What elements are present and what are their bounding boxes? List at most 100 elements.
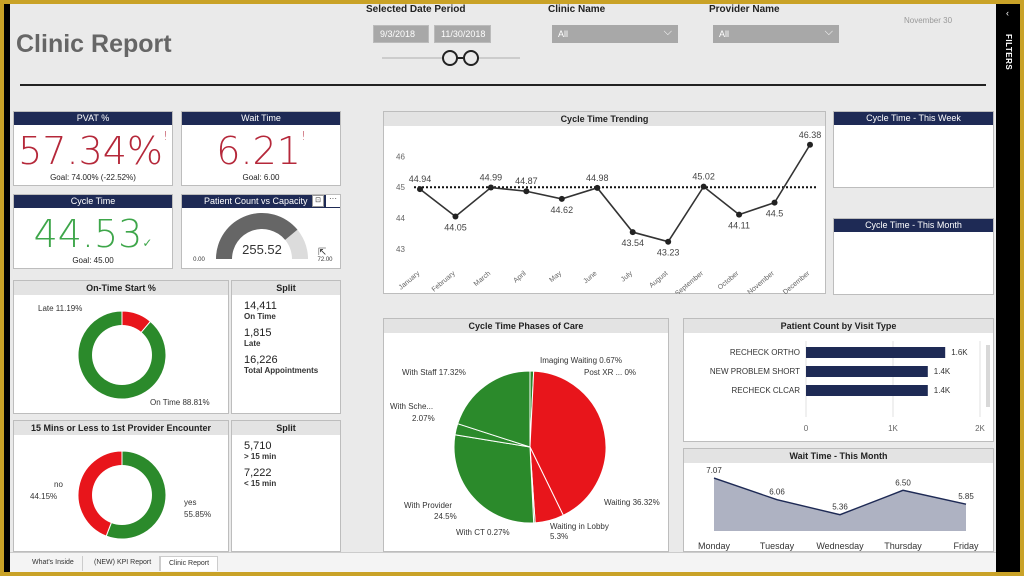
gauge-fill <box>216 213 298 259</box>
pvat-value-text: 57.34% <box>18 129 164 173</box>
bar[interactable] <box>806 385 928 396</box>
area-data-label: 6.50 <box>895 478 911 487</box>
trend-point[interactable] <box>417 186 423 193</box>
more-options-icon[interactable]: ··· <box>326 195 340 207</box>
split2-over-value: 5,710 <box>244 440 272 452</box>
trend-data-label: 44.87 <box>515 176 538 186</box>
trend-point[interactable] <box>665 238 672 245</box>
area-x-tick: Monday <box>698 541 731 551</box>
split-card-1[interactable]: Split 14,411 On Time 1,815 Late 16,226 T… <box>231 280 341 414</box>
bar[interactable] <box>806 347 946 358</box>
pie-label-postxr: Post XR ... 0% <box>584 368 636 377</box>
wait-time-value: 6.21! <box>182 129 340 173</box>
provider-name-value: All <box>719 29 730 39</box>
tab-whats-inside[interactable]: What's Inside <box>24 556 83 571</box>
cycle-trend-chart: 46 45 44 43 44.94 44.05 44.99 44.87 44.62 44.98 4… <box>396 130 821 294</box>
trend-data-label: 44.94 <box>409 174 432 184</box>
filters-pane[interactable] <box>996 0 1024 576</box>
y-tick-label: 46 <box>396 152 405 161</box>
visit-type-title: Patient Count by Visit Type <box>684 319 993 333</box>
cycle-trend-card[interactable]: Cycle Time Trending 46 45 44 43 44.94 44.05 4… <box>383 111 826 294</box>
area-x-tick: Tuesday <box>760 541 795 551</box>
trend-point[interactable] <box>487 184 494 191</box>
bar-category-label: RECHECK CLCAR <box>732 386 801 395</box>
trend-point[interactable] <box>558 195 565 202</box>
split1-ontime-value: 14,411 <box>244 300 277 312</box>
scrollbar[interactable] <box>986 345 990 407</box>
trend-point[interactable] <box>736 211 743 218</box>
wait-month-card[interactable]: Wait Time - This Month 7.07 6.06 5.36 6.50 5… <box>683 448 994 552</box>
trend-point[interactable] <box>771 199 778 206</box>
x-tick-label: May <box>548 270 563 284</box>
clinic-name-dropdown[interactable]: All ⌵ <box>552 25 678 43</box>
fifteen-donut: no 44.15% yes 55.85% <box>30 450 211 540</box>
x-tick-label: January <box>398 270 422 292</box>
pvat-alert-icon: ! <box>163 129 168 143</box>
split1-late-value: 1,815 <box>244 327 272 339</box>
y-tick-label: 45 <box>396 183 405 192</box>
phases-pie: Imaging Waiting 0.67% Post XR ... 0% Wai… <box>390 356 660 541</box>
bar-value-label: 1.4K <box>934 367 951 376</box>
mouse-cursor-icon: ⇱ <box>318 247 327 258</box>
yes-label: yes <box>184 498 196 507</box>
pvat-card[interactable]: PVAT % 57.34%! Goal: 74.00% (-22.52%) <box>13 111 173 186</box>
cycle-time-card[interactable]: Cycle Time 44.53✓ Goal: 45.00 <box>13 194 173 269</box>
pie-label-staff: With Staff 17.32% <box>402 368 466 377</box>
chevron-left-icon[interactable]: ‹ <box>1006 8 1009 18</box>
ontime-donut: Late 11.19% On Time 88.81% <box>38 304 210 407</box>
pie-label-provider-pct: 24.5% <box>434 512 457 521</box>
fifteen-title: 15 Mins or Less to 1st Provider Encounte… <box>14 421 228 435</box>
trend-data-label: 43.54 <box>621 238 644 248</box>
gauge-max: 72.00 <box>317 257 333 263</box>
start-date-input[interactable]: 9/3/2018 <box>373 25 429 43</box>
wait-month-chart: 7.07 6.06 5.36 6.50 5.85 Monday Tuesday Wednes… <box>698 466 979 551</box>
trend-point[interactable] <box>629 229 636 236</box>
wait-area-fill <box>714 478 966 531</box>
ontime-label: On Time 88.81% <box>150 398 210 407</box>
x-tick-label: February <box>431 270 457 294</box>
trend-point[interactable] <box>594 184 601 191</box>
wait-time-card[interactable]: Wait Time 6.21! Goal: 6.00 <box>181 111 341 186</box>
pie-slice[interactable] <box>457 370 531 448</box>
patient-count-card[interactable]: Patient Count vs Capacity ⊡ ··· 255.52 0… <box>181 194 341 269</box>
split-card-2[interactable]: Split 5,710 > 15 min 7,222 < 15 min <box>231 420 341 552</box>
wait-time-title: Wait Time <box>182 112 340 125</box>
provider-name-dropdown[interactable]: All ⌵ <box>713 25 839 43</box>
check-icon: ✓ <box>142 236 153 250</box>
cycle-week-title: Cycle Time - This Week <box>834 112 993 125</box>
filters-label[interactable]: FILTERS <box>1004 34 1013 71</box>
trend-point[interactable] <box>452 213 459 220</box>
trend-point[interactable] <box>700 183 707 190</box>
cycle-week-card[interactable]: Cycle Time - This Week <box>833 111 994 188</box>
late-label: Late 11.19% <box>38 304 82 313</box>
end-date-input[interactable]: 11/30/2018 <box>434 25 491 43</box>
chevron-down-icon: ⌵ <box>824 26 833 38</box>
tab-clinic-report[interactable]: Clinic Report <box>160 556 219 571</box>
tab-kpi-report[interactable]: (NEW) KPI Report <box>86 556 161 571</box>
pie-slice[interactable] <box>529 370 607 516</box>
pvat-goal: Goal: 74.00% (-22.52%) <box>50 173 136 182</box>
split1-total-value: 16,226 <box>244 354 278 366</box>
trend-point[interactable] <box>807 141 813 148</box>
focus-mode-icon[interactable]: ⊡ <box>312 195 324 207</box>
trend-data-label: 43.23 <box>657 248 680 258</box>
cycle-month-card[interactable]: Cycle Time - This Month <box>833 218 994 295</box>
phases-card[interactable]: Cycle Time Phases of Care Imaging Waitin… <box>383 318 669 552</box>
split1-total-label: Total Appointments <box>244 366 319 375</box>
pie-slice[interactable] <box>453 434 535 524</box>
bar-x-tick: 0 <box>804 424 809 433</box>
trend-data-label: 44.11 <box>728 221 750 231</box>
bar-value-label: 1.6K <box>951 348 968 357</box>
date-range-start-handle[interactable] <box>442 50 458 66</box>
bar-category-label: RECHECK ORTHO <box>730 348 800 357</box>
trend-point[interactable] <box>523 188 530 195</box>
date-range-end-handle[interactable] <box>463 50 479 66</box>
wait-time-goal: Goal: 6.00 <box>242 173 280 182</box>
donut-hole <box>92 465 152 525</box>
bar[interactable] <box>806 366 928 377</box>
x-tick-label: August <box>648 270 669 289</box>
area-x-tick: Thursday <box>884 541 922 551</box>
visit-type-card[interactable]: Patient Count by Visit Type RECHECK ORTH… <box>683 318 994 442</box>
ontime-card[interactable]: On-Time Start % Late 11.19% On Time 88.8… <box>13 280 229 414</box>
fifteen-card[interactable]: 15 Mins or Less to 1st Provider Encounte… <box>13 420 229 552</box>
